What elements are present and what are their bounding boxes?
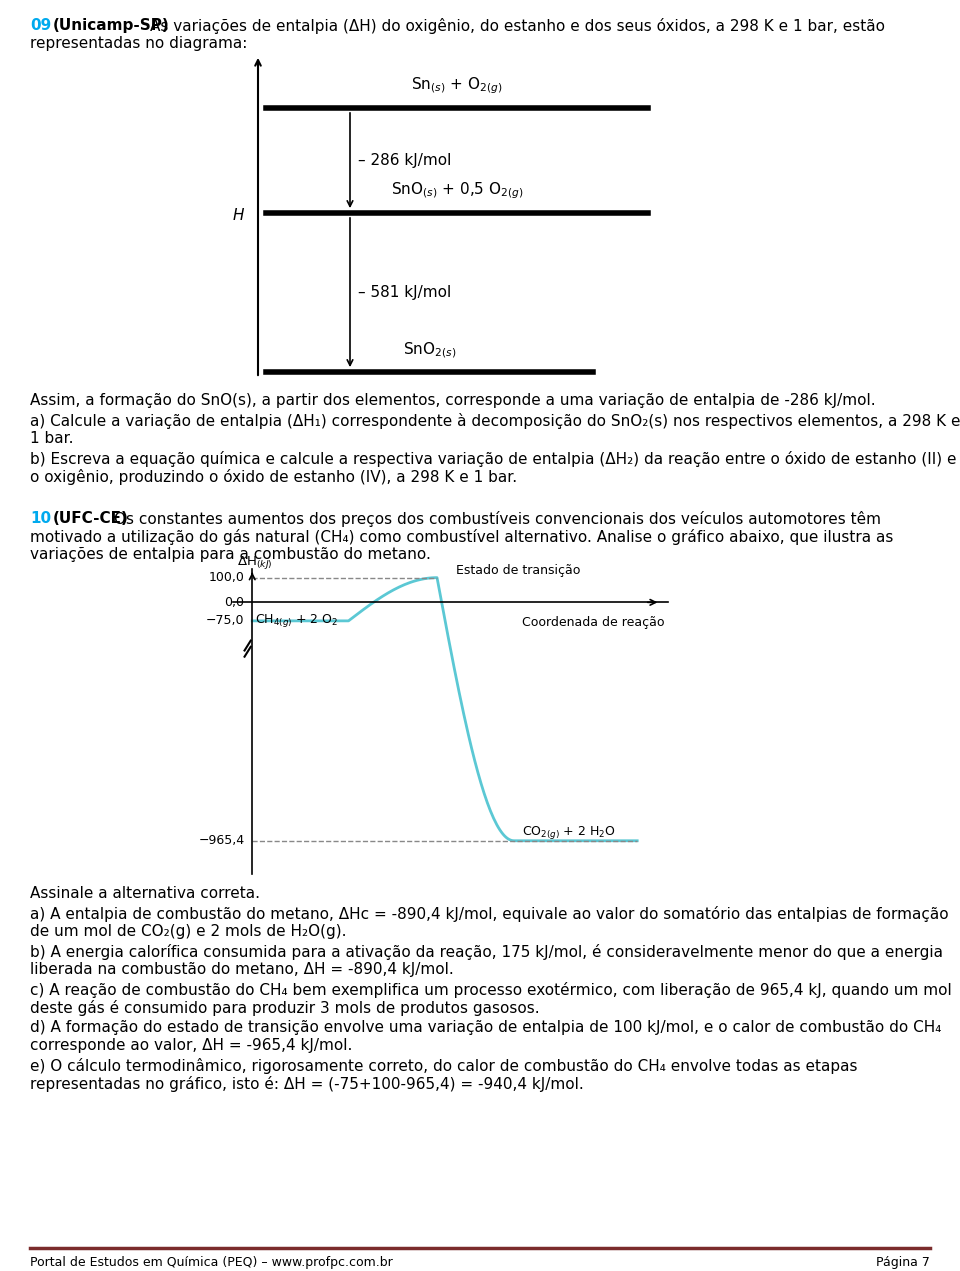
- Text: representadas no gráfico, isto é: ΔH = (-75+100-965,4) = -940,4 kJ/mol.: representadas no gráfico, isto é: ΔH = (…: [30, 1077, 584, 1092]
- Text: Estado de transição: Estado de transição: [456, 564, 581, 577]
- Text: CH$_{4(g)}$ + 2 O$_2$: CH$_{4(g)}$ + 2 O$_2$: [255, 613, 339, 629]
- Text: b) Escreva a equação química e calcule a respectiva variação de entalpia (ΔH₂) d: b) Escreva a equação química e calcule a…: [30, 451, 956, 466]
- Text: – 286 kJ/mol: – 286 kJ/mol: [358, 153, 451, 168]
- Text: 100,0: 100,0: [208, 571, 245, 585]
- Text: −75,0: −75,0: [206, 614, 245, 628]
- Text: variações de entalpia para a combustão do metano.: variações de entalpia para a combustão d…: [30, 547, 431, 562]
- Text: H: H: [232, 208, 244, 224]
- Text: Os constantes aumentos dos preços dos combustíveis convencionais dos veículos au: Os constantes aumentos dos preços dos co…: [114, 511, 881, 527]
- Text: 0,0: 0,0: [225, 596, 245, 609]
- Text: c) A reação de combustão do CH₄ bem exemplifica um processo exotérmico, com libe: c) A reação de combustão do CH₄ bem exem…: [30, 982, 951, 998]
- Text: a) Calcule a variação de entalpia (ΔH₁) correspondente à decomposição do SnO₂(s): a) Calcule a variação de entalpia (ΔH₁) …: [30, 413, 960, 430]
- Text: (UFC-CE): (UFC-CE): [53, 511, 129, 526]
- Text: 1 bar.: 1 bar.: [30, 431, 74, 446]
- Text: Assinale a alternativa correta.: Assinale a alternativa correta.: [30, 886, 260, 901]
- Text: representadas no diagrama:: representadas no diagrama:: [30, 36, 248, 51]
- Text: Portal de Estudos em Química (PEQ) – www.profpc.com.br: Portal de Estudos em Química (PEQ) – www…: [30, 1256, 393, 1268]
- Text: d) A formação do estado de transição envolve uma variação de entalpia de 100 kJ/: d) A formação do estado de transição env…: [30, 1021, 942, 1035]
- Text: b) A energia calorífica consumida para a ativação da reação, 175 kJ/mol, é consi: b) A energia calorífica consumida para a…: [30, 944, 943, 960]
- Text: e) O cálculo termodinâmico, rigorosamente correto, do calor de combustão do CH₄ : e) O cálculo termodinâmico, rigorosament…: [30, 1057, 857, 1074]
- Text: Coordenada de reação: Coordenada de reação: [521, 616, 664, 629]
- Text: ΔH$_{(kJ)}$: ΔH$_{(kJ)}$: [237, 554, 273, 571]
- Text: SnO$_{2(s)}$: SnO$_{2(s)}$: [403, 341, 456, 360]
- Text: Assim, a formação do SnO(s), a partir dos elementos, corresponde a uma variação : Assim, a formação do SnO(s), a partir do…: [30, 393, 876, 408]
- Text: −965,4: −965,4: [199, 834, 245, 848]
- Text: Sn$_{(s)}$ + O$_{2(g)}$: Sn$_{(s)}$ + O$_{2(g)}$: [411, 75, 503, 97]
- Text: de um mol de CO₂(g) e 2 mols de H₂O(g).: de um mol de CO₂(g) e 2 mols de H₂O(g).: [30, 924, 347, 939]
- Text: corresponde ao valor, ΔH = -965,4 kJ/mol.: corresponde ao valor, ΔH = -965,4 kJ/mol…: [30, 1038, 352, 1052]
- Text: As variações de entalpia (ΔH) do oxigênio, do estanho e dos seus óxidos, a 298 K: As variações de entalpia (ΔH) do oxigêni…: [150, 18, 885, 34]
- Text: a) A entalpia de combustão do metano, ΔHc = -890,4 kJ/mol, equivale ao valor do : a) A entalpia de combustão do metano, ΔH…: [30, 906, 948, 921]
- Text: 09: 09: [30, 18, 51, 33]
- Text: deste gás é consumido para produzir 3 mols de produtos gasosos.: deste gás é consumido para produzir 3 mo…: [30, 1000, 540, 1016]
- Text: – 581 kJ/mol: – 581 kJ/mol: [358, 285, 451, 300]
- Text: (Unicamp-SP): (Unicamp-SP): [53, 18, 170, 33]
- Text: 10: 10: [30, 511, 51, 526]
- Text: CO$_{2(g)}$ + 2 H$_2$O: CO$_{2(g)}$ + 2 H$_2$O: [521, 824, 615, 840]
- Text: o oxigênio, produzindo o óxido de estanho (IV), a 298 K e 1 bar.: o oxigênio, produzindo o óxido de estanh…: [30, 469, 517, 486]
- Text: Página 7: Página 7: [876, 1256, 930, 1268]
- Text: SnO$_{(s)}$ + 0,5 O$_{2(g)}$: SnO$_{(s)}$ + 0,5 O$_{2(g)}$: [391, 180, 523, 201]
- Text: liberada na combustão do metano, ΔH = -890,4 kJ/mol.: liberada na combustão do metano, ΔH = -8…: [30, 962, 454, 977]
- Text: motivado a utilização do gás natural (CH₄) como combustível alternativo. Analise: motivado a utilização do gás natural (CH…: [30, 529, 894, 545]
